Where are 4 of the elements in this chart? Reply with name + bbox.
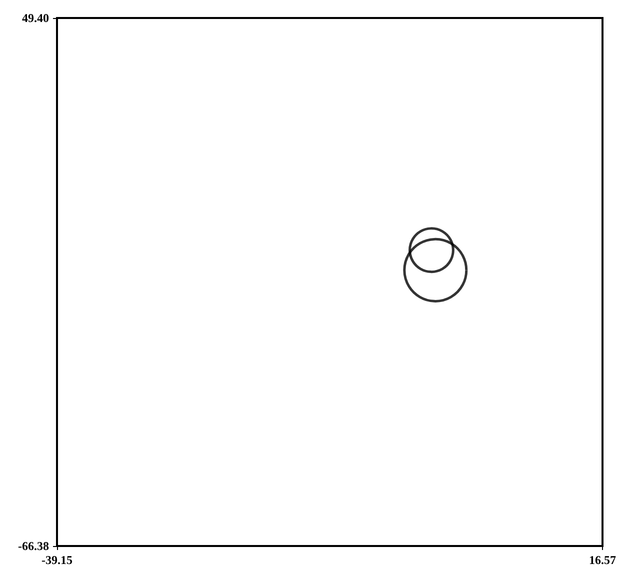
x-tick-label: 16.57 (589, 553, 616, 567)
y-tick-label: 49.40 (22, 11, 49, 25)
y-tick-label: -66.38 (18, 539, 49, 553)
x-tick-label: -39.15 (42, 553, 72, 567)
